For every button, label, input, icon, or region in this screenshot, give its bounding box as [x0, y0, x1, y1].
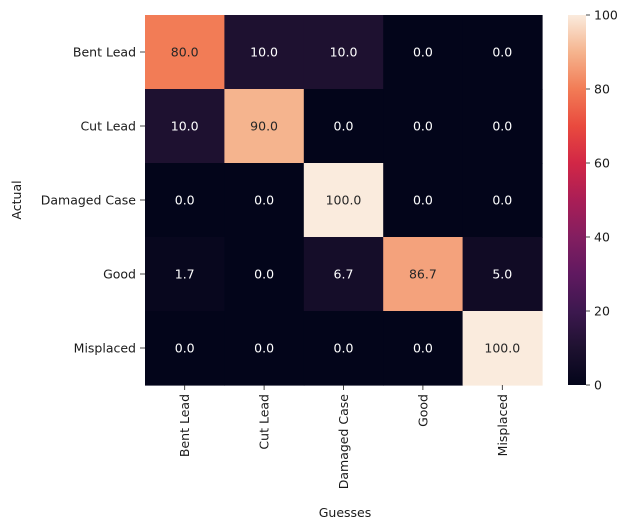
colorbar — [568, 15, 586, 385]
cell-bent-lead-damaged-case — [303, 15, 384, 90]
x-tick-label: Damaged Case — [336, 394, 351, 490]
colorbar-tick-label: 0 — [594, 378, 602, 393]
colorbar-tick-label: 80 — [594, 82, 610, 97]
heatmap-cells — [145, 15, 543, 386]
y-axis-ticks: Bent Lead Cut Lead Damaged Case Good Misplac… — [41, 45, 145, 356]
x-axis-label: Guesses — [319, 505, 372, 520]
y-tick-label: Damaged Case — [41, 193, 137, 208]
cell-value-label: 0.0 — [254, 341, 274, 356]
cell-misplaced-good — [383, 311, 464, 386]
y-axis-label: Actual — [9, 180, 24, 219]
cell-value-label: 0.0 — [413, 193, 433, 208]
cell-value-label: 10.0 — [171, 119, 199, 134]
x-tick-label: Misplaced — [495, 394, 510, 456]
cell-misplaced-misplaced — [462, 311, 543, 386]
cell-value-label: 0.0 — [492, 119, 512, 134]
cell-bent-lead-misplaced — [462, 15, 543, 90]
cell-bent-lead-cut-lead — [224, 15, 305, 90]
cell-value-label: 0.0 — [413, 341, 433, 356]
cell-cut-lead-damaged-case — [303, 89, 384, 164]
heatmap-cell-labels: 80.0 10.0 10.0 0.0 0.0 10.0 90.0 0.0 0.0 0.0 0.0 0.… — [171, 45, 520, 356]
x-axis-ticks: Bent Lead Cut Lead Damaged Case Good Misplac… — [177, 385, 510, 489]
cell-cut-lead-bent-lead — [145, 89, 225, 164]
cell-value-label: 10.0 — [330, 45, 358, 60]
cell-value-label: 0.0 — [413, 119, 433, 134]
x-tick-label: Cut Lead — [257, 394, 272, 450]
cell-misplaced-damaged-case — [303, 311, 384, 386]
x-tick-label: Good — [415, 394, 430, 427]
colorbar-tick-label: 40 — [594, 230, 610, 245]
cell-value-label: 0.0 — [254, 193, 274, 208]
cell-good-misplaced — [462, 237, 543, 312]
x-tick-label: Bent Lead — [177, 394, 192, 457]
cell-damaged-case-cut-lead — [224, 163, 305, 238]
y-tick-label: Cut Lead — [80, 119, 136, 134]
cell-value-label: 80.0 — [171, 45, 199, 60]
cell-value-label: 0.0 — [175, 341, 195, 356]
cell-value-label: 10.0 — [250, 45, 278, 60]
cell-value-label: 6.7 — [334, 267, 354, 282]
colorbar-tick-label: 100 — [594, 8, 618, 23]
cell-value-label: 0.0 — [334, 341, 354, 356]
cell-misplaced-cut-lead — [224, 311, 305, 386]
colorbar-tick-label: 60 — [594, 156, 610, 171]
colorbar-tick-label: 20 — [594, 304, 610, 319]
cell-value-label: 0.0 — [492, 193, 512, 208]
y-tick-label: Good — [103, 267, 136, 282]
colorbar-ticks: 0 20 40 60 80 100 — [586, 8, 618, 393]
cell-value-label: 5.0 — [492, 267, 512, 282]
cell-damaged-case-misplaced — [462, 163, 543, 238]
cell-cut-lead-misplaced — [462, 89, 543, 164]
cell-damaged-case-bent-lead — [145, 163, 225, 238]
cell-value-label: 100.0 — [484, 341, 520, 356]
cell-good-bent-lead — [145, 237, 225, 312]
cell-value-label: 100.0 — [326, 193, 362, 208]
cell-cut-lead-cut-lead — [224, 89, 305, 164]
cell-bent-lead-bent-lead — [145, 15, 225, 90]
y-tick-label: Bent Lead — [73, 45, 136, 60]
cell-value-label: 0.0 — [334, 119, 354, 134]
cell-value-label: 0.0 — [413, 45, 433, 60]
cell-good-good — [383, 237, 464, 312]
cell-misplaced-bent-lead — [145, 311, 225, 386]
cell-value-label: 0.0 — [492, 45, 512, 60]
cell-good-damaged-case — [303, 237, 384, 312]
cell-damaged-case-good — [383, 163, 464, 238]
cell-cut-lead-good — [383, 89, 464, 164]
cell-bent-lead-good — [383, 15, 464, 90]
cell-value-label: 86.7 — [409, 267, 437, 282]
y-tick-label: Misplaced — [74, 341, 136, 356]
cell-value-label: 1.7 — [175, 267, 195, 282]
cell-good-cut-lead — [224, 237, 305, 312]
cell-damaged-case-damaged-case — [303, 163, 384, 238]
cell-value-label: 0.0 — [254, 267, 274, 282]
cell-value-label: 90.0 — [250, 119, 278, 134]
cell-value-label: 0.0 — [175, 193, 195, 208]
